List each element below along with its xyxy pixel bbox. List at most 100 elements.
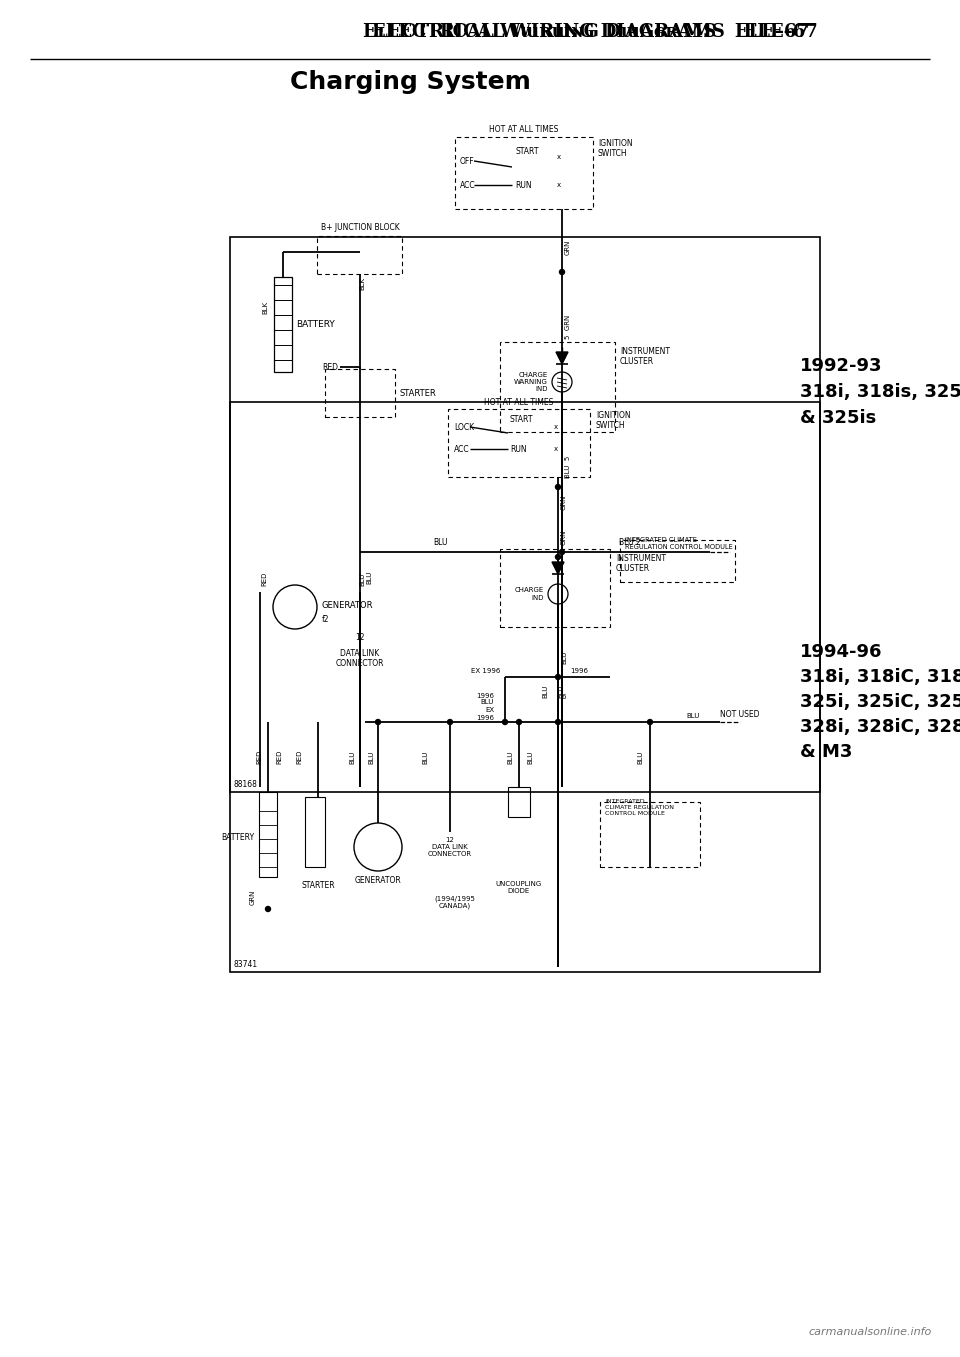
Text: HOT AT ALL TIMES: HOT AT ALL TIMES <box>490 125 559 134</box>
Text: EʟECTRICAL WɯʀɯɴG DɯAɢʀAΜS   ELE–67: EʟECTRICAL WɯʀɯɴG DɯAɢʀAΜS ELE–67 <box>363 23 817 41</box>
Text: BLU: BLU <box>527 750 533 764</box>
Circle shape <box>447 719 452 725</box>
Text: HOT AT ALL TIMES: HOT AT ALL TIMES <box>484 398 554 407</box>
Text: GRN: GRN <box>561 529 567 544</box>
Bar <box>500 550 610 627</box>
Text: BLU: BLU <box>637 750 643 764</box>
Text: BLU: BLU <box>368 750 374 764</box>
Text: BLU: BLU <box>366 570 372 584</box>
Circle shape <box>556 674 561 680</box>
Text: BLU: BLU <box>359 573 365 586</box>
Text: START: START <box>515 148 539 156</box>
Text: carmanualsonline.info: carmanualsonline.info <box>808 1327 931 1337</box>
Bar <box>305 797 325 867</box>
Text: BLU: BLU <box>507 750 513 764</box>
Text: B+ JUNCTION BLOCK: B+ JUNCTION BLOCK <box>321 223 399 232</box>
Polygon shape <box>556 351 568 364</box>
Text: DATA LINK
CONNECTOR: DATA LINK CONNECTOR <box>336 649 384 669</box>
Text: ELECTRICAL WIRING DIAGRAMS   ELE–67: ELECTRICAL WIRING DIAGRAMS ELE–67 <box>372 23 808 41</box>
Text: UNCOUPLING
DIODE: UNCOUPLING DIODE <box>496 881 542 894</box>
Text: ACC: ACC <box>454 445 469 453</box>
Text: BLU: BLU <box>686 712 700 719</box>
Text: BLU: BLU <box>557 684 563 697</box>
Text: BLU: BLU <box>561 650 567 664</box>
Text: (1994/1995
CANADA): (1994/1995 CANADA) <box>435 896 475 909</box>
Text: f2: f2 <box>322 615 329 623</box>
Text: NOT USED: NOT USED <box>720 710 759 719</box>
Circle shape <box>560 550 564 555</box>
Text: STARTER: STARTER <box>400 388 437 398</box>
Text: LOCK: LOCK <box>454 422 474 432</box>
Bar <box>259 792 277 877</box>
Text: BATTERY: BATTERY <box>221 832 254 841</box>
Text: IGNITION
SWITCH: IGNITION SWITCH <box>598 138 633 159</box>
Text: INTEGRATED CLIMATE
REGULATION CONTROL MODULE: INTEGRATED CLIMATE REGULATION CONTROL MO… <box>625 537 732 550</box>
Text: BLU: BLU <box>422 750 428 764</box>
Bar <box>317 236 402 274</box>
Circle shape <box>556 484 561 490</box>
Bar <box>274 277 292 372</box>
Circle shape <box>502 719 508 725</box>
Circle shape <box>516 719 521 725</box>
Text: x: x <box>557 153 561 160</box>
Circle shape <box>556 719 561 725</box>
Text: OFF: OFF <box>460 156 474 166</box>
Text: 1996
BLU: 1996 BLU <box>476 692 494 706</box>
Circle shape <box>556 555 561 559</box>
Polygon shape <box>552 562 564 574</box>
Text: x: x <box>554 423 558 430</box>
Circle shape <box>375 719 380 725</box>
Text: RED: RED <box>256 750 262 764</box>
Circle shape <box>266 906 271 912</box>
Text: GENERATOR: GENERATOR <box>354 877 401 885</box>
Text: GRN: GRN <box>561 494 567 510</box>
Text: BLK: BLK <box>359 277 365 290</box>
Text: GRN: GRN <box>250 889 256 905</box>
Text: RED: RED <box>261 571 267 586</box>
Bar <box>508 787 530 817</box>
Circle shape <box>647 719 653 725</box>
Text: Charging System: Charging System <box>290 71 531 94</box>
Text: BATTERY: BATTERY <box>296 320 335 328</box>
Text: 1996: 1996 <box>570 668 588 674</box>
Text: RED: RED <box>322 362 338 372</box>
Text: EX
1996: EX 1996 <box>476 707 494 721</box>
Circle shape <box>560 270 564 274</box>
Text: BLU 2: BLU 2 <box>619 537 641 547</box>
Text: BLU  5: BLU 5 <box>565 456 571 478</box>
Bar <box>448 408 590 478</box>
Text: BLU: BLU <box>349 750 355 764</box>
Text: GENERATOR: GENERATOR <box>322 601 373 609</box>
Text: INSTRUMENT
CLUSTER: INSTRUMENT CLUSTER <box>616 554 666 574</box>
Text: ACC: ACC <box>460 180 475 190</box>
Text: x: x <box>554 446 558 452</box>
Text: RED: RED <box>296 750 302 764</box>
Text: RUN: RUN <box>510 445 527 453</box>
Text: 6: 6 <box>561 693 565 700</box>
Text: 88168: 88168 <box>233 780 257 788</box>
Text: GRN: GRN <box>565 239 571 255</box>
Bar <box>500 342 615 432</box>
Text: RED: RED <box>276 750 282 764</box>
Text: BLK: BLK <box>262 300 268 313</box>
Bar <box>325 369 395 417</box>
Bar <box>230 237 820 792</box>
Text: CHARGE
WARNING
IND: CHARGE WARNING IND <box>515 372 548 392</box>
Text: 5  GRN: 5 GRN <box>565 315 571 339</box>
Text: 12: 12 <box>355 632 365 642</box>
Text: BLU: BLU <box>433 537 447 547</box>
Text: INTEGRATED
CLIMATE REGULATION
CONTROL MODULE: INTEGRATED CLIMATE REGULATION CONTROL MO… <box>605 799 674 816</box>
Bar <box>620 540 735 582</box>
Text: 1992-93
318i, 318is, 325i
& 325is: 1992-93 318i, 318is, 325i & 325is <box>800 357 960 427</box>
Bar <box>455 137 593 209</box>
Text: INSTRUMENT
CLUSTER: INSTRUMENT CLUSTER <box>620 347 670 366</box>
Bar <box>230 402 820 972</box>
Text: 83741: 83741 <box>233 959 257 969</box>
Text: CHARGE
IND: CHARGE IND <box>515 588 544 601</box>
Text: RUN: RUN <box>515 180 532 190</box>
Text: 12
DATA LINK
CONNECTOR: 12 DATA LINK CONNECTOR <box>428 837 472 858</box>
Text: IGNITION
SWITCH: IGNITION SWITCH <box>596 411 631 430</box>
Text: EX 1996: EX 1996 <box>470 668 500 674</box>
Text: START: START <box>510 414 534 423</box>
Text: 1994-96
318i, 318iC, 318is,
325i, 325iC, 325is,
328i, 328iC, 328is
& M3: 1994-96 318i, 318iC, 318is, 325i, 325iC,… <box>800 643 960 761</box>
